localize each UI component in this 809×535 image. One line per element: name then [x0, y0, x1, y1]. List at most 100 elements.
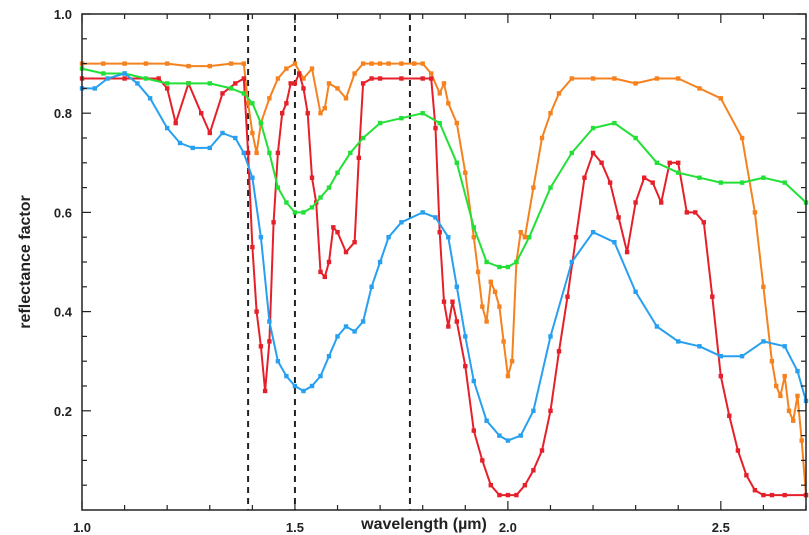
data-point: [309, 205, 315, 210]
data-point: [309, 383, 315, 389]
data-point: [326, 185, 332, 190]
data-point: [697, 175, 702, 180]
data-point: [633, 81, 638, 86]
data-point: [612, 76, 617, 81]
data-point: [769, 359, 775, 364]
data-point: [633, 135, 638, 141]
data-point: [778, 393, 783, 399]
data-point: [446, 235, 451, 240]
data-point: [165, 61, 170, 66]
data-point: [343, 249, 349, 255]
data-point: [539, 135, 545, 141]
data-point: [233, 81, 238, 86]
data-point: [446, 324, 451, 329]
data-point: [262, 388, 268, 394]
data-point: [505, 492, 511, 498]
data-point: [228, 86, 234, 91]
data-point: [297, 71, 302, 76]
data-point: [267, 150, 272, 156]
data-point: [556, 349, 562, 354]
data-point: [335, 86, 340, 91]
data-point: [322, 106, 327, 111]
data-point: [522, 483, 528, 488]
data-point: [352, 71, 357, 76]
data-point: [454, 160, 459, 165]
data-point: [531, 185, 536, 190]
data-point: [569, 76, 574, 81]
data-point: [335, 170, 340, 175]
data-point: [518, 230, 523, 235]
data-point: [786, 408, 792, 413]
data-point: [322, 274, 327, 280]
data-point: [433, 215, 438, 220]
data-point: [292, 210, 298, 215]
data-point: [429, 71, 434, 76]
data-point: [509, 359, 515, 364]
data-point: [284, 66, 289, 71]
data-point: [548, 111, 553, 116]
data-point: [471, 378, 476, 384]
data-point: [326, 81, 332, 86]
data-point: [173, 120, 178, 126]
data-point: [799, 438, 804, 443]
data-point: [718, 354, 723, 359]
data-point: [318, 269, 323, 275]
data-point: [676, 160, 681, 165]
data-point: [377, 120, 383, 126]
data-point: [241, 76, 246, 81]
x-axis-title: wavelength (µm): [360, 516, 487, 533]
data-point: [377, 76, 383, 81]
data-point: [769, 492, 775, 498]
data-point: [207, 63, 212, 69]
data-point: [207, 81, 212, 86]
data-point: [360, 135, 366, 141]
data-point: [450, 299, 455, 304]
data-point: [676, 76, 681, 81]
data-point: [599, 160, 604, 165]
data-point: [301, 388, 306, 394]
data-point: [186, 81, 191, 86]
data-point: [437, 230, 442, 235]
data-point: [254, 150, 259, 156]
data-point: [441, 299, 447, 304]
x-tick-label: 1.5: [286, 520, 304, 535]
data-point: [284, 200, 289, 205]
data-point: [101, 61, 106, 66]
data-point: [318, 373, 323, 379]
data-point: [480, 458, 485, 463]
data-point: [250, 101, 255, 106]
data-point: [267, 96, 272, 101]
data-point: [386, 61, 391, 66]
data-point: [245, 101, 251, 106]
y-tick-labels: 0.2 0.4 0.6 0.8 1.0: [54, 7, 73, 419]
data-point: [165, 81, 170, 86]
data-point: [352, 329, 357, 334]
data-point: [488, 483, 493, 488]
data-point: [275, 359, 281, 364]
data-point: [250, 244, 255, 250]
data-point: [399, 220, 404, 225]
data-point: [267, 319, 272, 324]
data-point: [250, 175, 255, 180]
data-point: [735, 448, 741, 453]
data-point: [275, 76, 281, 81]
data-point: [501, 339, 506, 344]
data-point: [463, 364, 468, 369]
data-point: [186, 63, 191, 69]
data-point: [399, 76, 404, 81]
data-point: [697, 86, 702, 91]
data-point: [165, 125, 170, 131]
data-point: [228, 61, 234, 66]
data-point: [241, 61, 246, 66]
data-point: [654, 76, 660, 81]
data-point: [301, 210, 306, 215]
data-point: [795, 393, 800, 399]
data-point: [284, 101, 289, 106]
data-point: [360, 319, 366, 324]
data-point: [420, 210, 425, 215]
data-point: [326, 259, 332, 265]
data-point: [650, 180, 655, 185]
data-point: [429, 76, 434, 81]
data-point: [539, 448, 545, 453]
